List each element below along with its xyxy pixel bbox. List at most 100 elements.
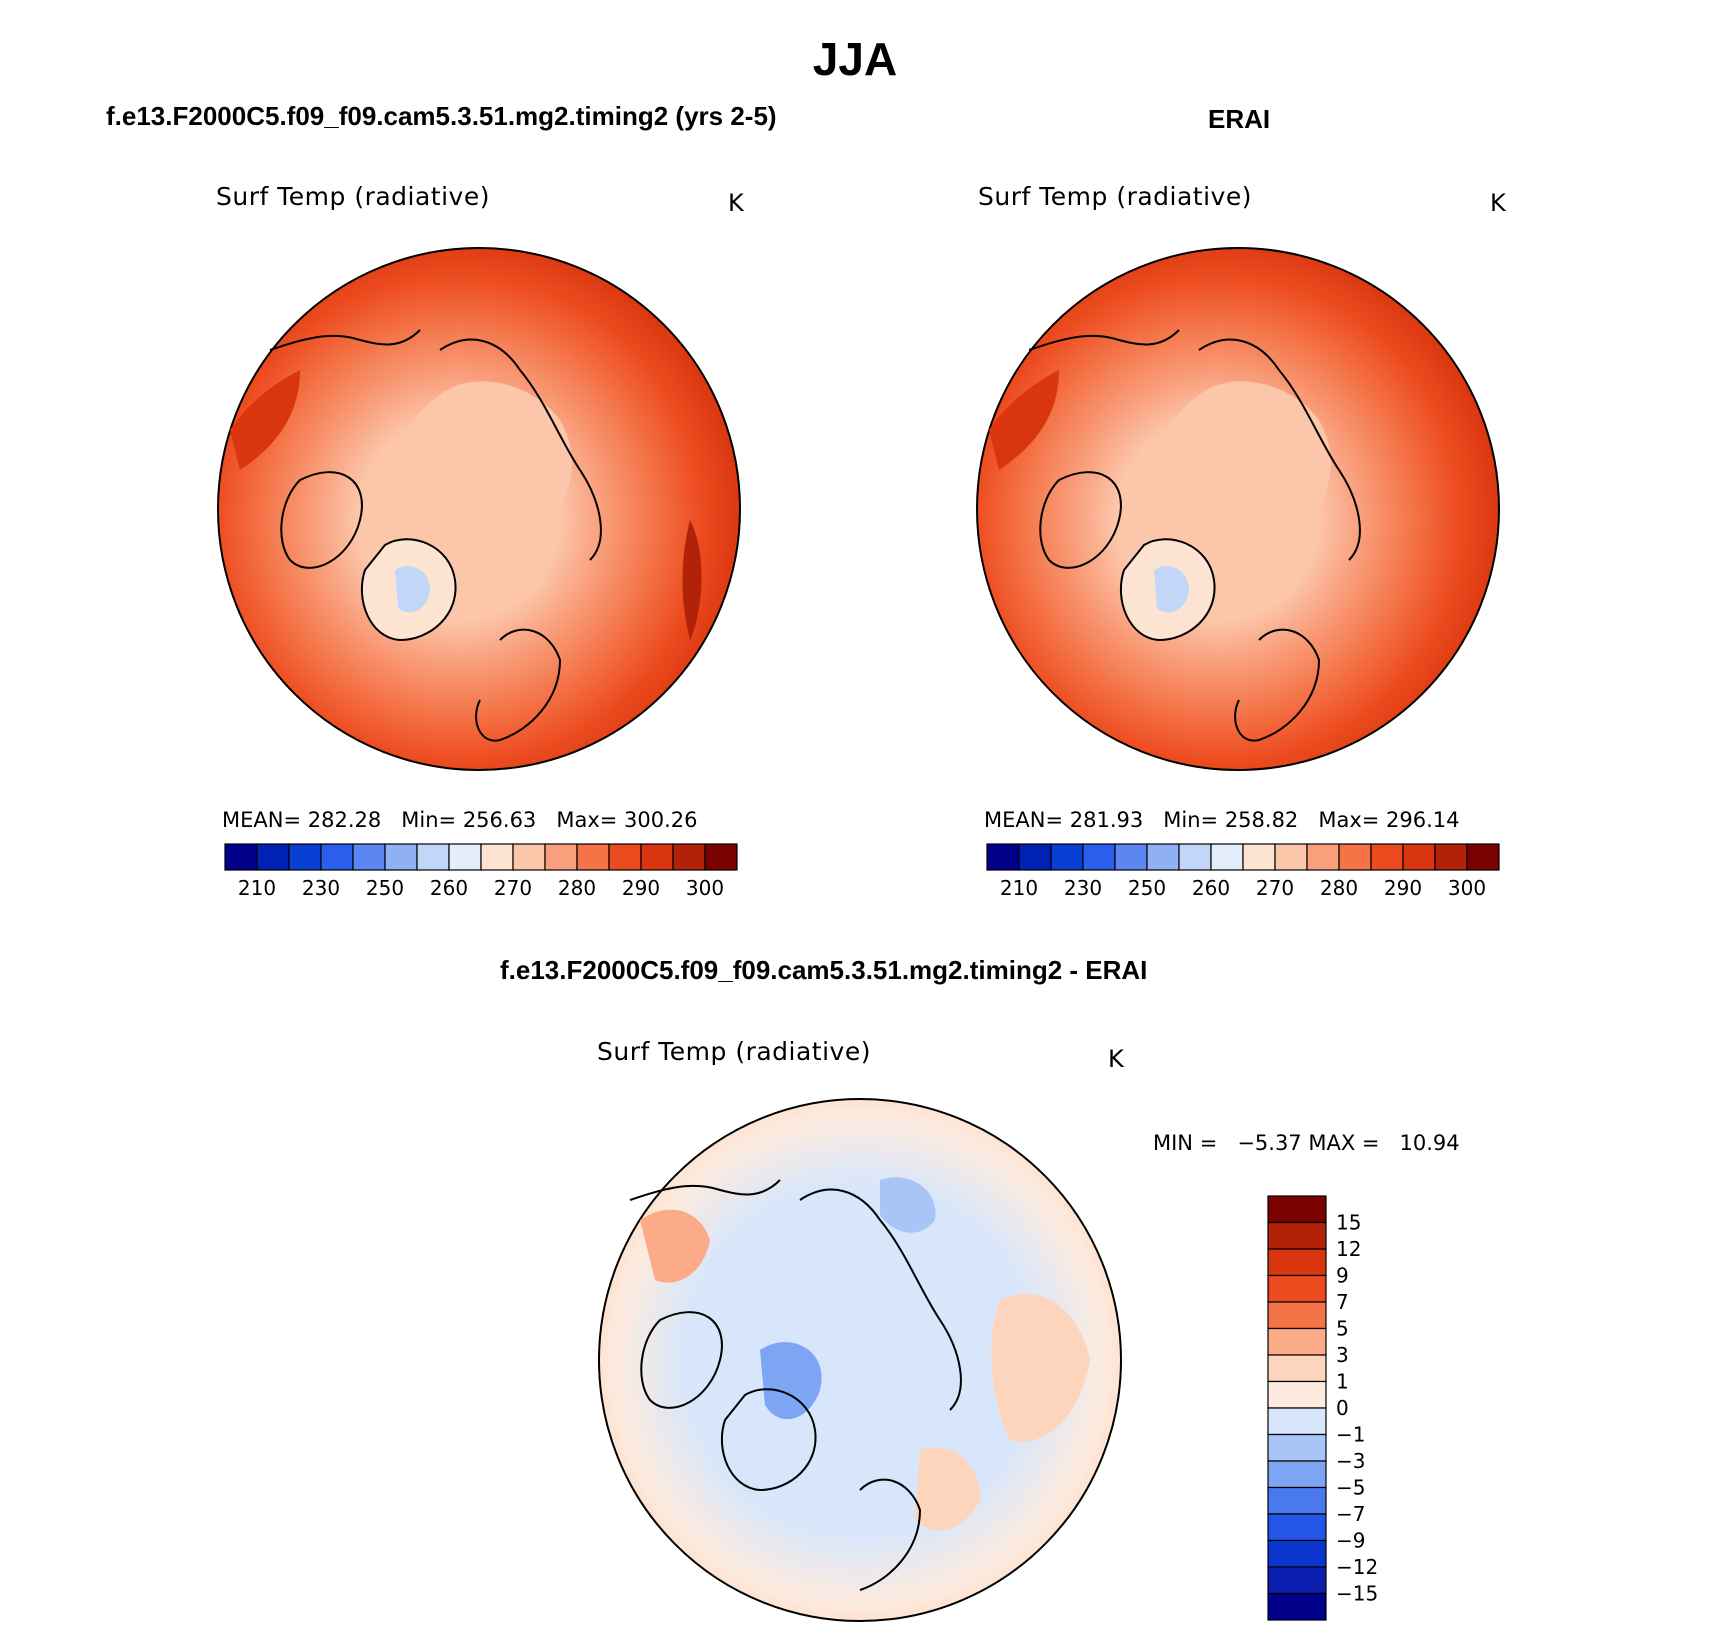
panel-1-colorbar-tick-label: 290 bbox=[622, 876, 660, 900]
panel-2-min-value: 258.82 bbox=[1224, 808, 1299, 832]
panel-2-max-value: 296.14 bbox=[1386, 808, 1460, 832]
panel-1-colorbar-box bbox=[288, 843, 322, 871]
panel-3-colorbar-box bbox=[1267, 1354, 1327, 1383]
panel-2-colorbar-tick-label: 210 bbox=[1000, 876, 1038, 900]
panel-2-colorbar-box bbox=[1178, 843, 1212, 871]
panel-2-colorbar-box bbox=[1402, 843, 1436, 871]
panel-3-colorbar-box bbox=[1267, 1380, 1327, 1409]
panel-3-colorbar-tick-label: 15 bbox=[1336, 1211, 1361, 1235]
panel-2-colorbar: 210 230 250 260 270 280 290 300 bbox=[986, 843, 1500, 900]
panel-1-title: f.e13.F2000C5.f09_f09.cam5.3.51.mg2.timi… bbox=[106, 101, 777, 131]
panel-1-mean-value: 282.28 bbox=[307, 808, 382, 832]
panel-3-colorbar-box bbox=[1267, 1513, 1327, 1542]
panel-3-units: K bbox=[1108, 1045, 1124, 1073]
panel-3-colorbar-tick-label: 3 bbox=[1336, 1343, 1349, 1367]
panel-1-colorbar-box bbox=[352, 843, 386, 871]
panel-1-colorbar-box bbox=[544, 843, 578, 871]
panel-2-colorbar-tick-label: 270 bbox=[1256, 876, 1294, 900]
panel-1-colorbar-box bbox=[704, 843, 738, 871]
panel-2-colorbar-box bbox=[1050, 843, 1084, 871]
panel-3-colorbar-tick-label: −9 bbox=[1336, 1529, 1365, 1553]
panel-2-colorbar-tick-label: 290 bbox=[1384, 876, 1422, 900]
panel-1-colorbar-box bbox=[416, 843, 450, 871]
panel-1-colorbar-box bbox=[512, 843, 546, 871]
panel-2-colorbar-box bbox=[986, 843, 1020, 871]
panel-1-colorbar-tick-label: 230 bbox=[302, 876, 340, 900]
panel-1-colorbar-box bbox=[608, 843, 642, 871]
panel-1-colorbar-box bbox=[576, 843, 610, 871]
panel-1-colorbar: 210 230 250 260 270 280 290 300 bbox=[224, 843, 738, 900]
panel-1-colorbar-box bbox=[640, 843, 674, 871]
panel-2-colorbar-box bbox=[1210, 843, 1244, 871]
panel-1-colorbar-box bbox=[672, 843, 706, 871]
panel-3-colorbar-box bbox=[1267, 1486, 1327, 1515]
panel-2-min-label: Min= bbox=[1163, 808, 1219, 832]
panel-1-max-value: 300.26 bbox=[624, 808, 698, 832]
panel-1-stats: MEAN= 282.28 Min= 256.63 Max= 300.26 bbox=[222, 808, 698, 832]
panel-1-colorbar-tick-label: 250 bbox=[366, 876, 404, 900]
panel-3-title: f.e13.F2000C5.f09_f09.cam5.3.51.mg2.timi… bbox=[500, 955, 1148, 985]
panel-2-colorbar-tick-label: 230 bbox=[1064, 876, 1102, 900]
panel-2-colorbar-box bbox=[1370, 843, 1404, 871]
panel-2-colorbar-tick-label: 280 bbox=[1320, 876, 1358, 900]
panel-2-colorbar-box bbox=[1146, 843, 1180, 871]
panel-2-colorbar-box bbox=[1466, 843, 1500, 871]
panel-2-colorbar-tick-label: 250 bbox=[1128, 876, 1166, 900]
panel-1-colorbar-tick-label: 260 bbox=[430, 876, 468, 900]
panel-3-field-label: Surf Temp (radiative) bbox=[597, 1037, 871, 1066]
panel-1-colorbar-box bbox=[448, 843, 482, 871]
panel-1-colorbar-box bbox=[384, 843, 418, 871]
panel-3-colorbar-box bbox=[1267, 1221, 1327, 1250]
panel-2-colorbar-box bbox=[1434, 843, 1468, 871]
panel-2-colorbar-box bbox=[1274, 843, 1308, 871]
figure-title: JJA bbox=[812, 33, 898, 85]
panel-1-colorbar-tick-label: 280 bbox=[558, 876, 596, 900]
panel-1-field-label: Surf Temp (radiative) bbox=[216, 182, 490, 211]
panel-3-colorbar-box bbox=[1267, 1566, 1327, 1595]
panel-2-colorbar-box bbox=[1338, 843, 1372, 871]
panel-3-colorbar-tick-label: 1 bbox=[1336, 1370, 1349, 1394]
panel-1-colorbar-tick-label: 270 bbox=[494, 876, 532, 900]
panel-1-colorbar-box bbox=[256, 843, 290, 871]
panel-2-mean-label: MEAN= bbox=[984, 808, 1064, 832]
panel-3-colorbar-box bbox=[1267, 1301, 1327, 1330]
panel-2-mean-value: 281.93 bbox=[1069, 808, 1144, 832]
panel-3-colorbar-box bbox=[1267, 1592, 1327, 1621]
panel-1-mean-label: MEAN= bbox=[222, 808, 302, 832]
panel-3-colorbar-tick-label: −3 bbox=[1336, 1449, 1365, 1473]
panel-3-colorbar-tick-label: −7 bbox=[1336, 1502, 1365, 1526]
panel-1-colorbar-tick-label: 210 bbox=[238, 876, 276, 900]
panel-3-colorbar-tick-label: 12 bbox=[1336, 1237, 1361, 1261]
panel-2-colorbar-box bbox=[1242, 843, 1276, 871]
panel-3-colorbar-tick-label: 0 bbox=[1336, 1396, 1349, 1420]
panel-3-colorbar-tick-label: 9 bbox=[1336, 1264, 1349, 1288]
panel-2-map bbox=[976, 247, 1500, 771]
panel-2-stats: MEAN= 281.93 Min= 258.82 Max= 296.14 bbox=[984, 808, 1460, 832]
panel-3-colorbar-tick-label: −12 bbox=[1336, 1555, 1378, 1579]
panel-3-map bbox=[598, 1098, 1122, 1622]
panel-3-colorbar-box bbox=[1267, 1460, 1327, 1489]
panel-3-colorbar-box bbox=[1267, 1539, 1327, 1568]
panel-1-map bbox=[217, 247, 741, 771]
panel-2-colorbar-tick-label: 300 bbox=[1448, 876, 1486, 900]
panel-3-colorbar-box bbox=[1267, 1274, 1327, 1303]
panel-1-max-label: Max= bbox=[556, 808, 618, 832]
panel-2-field-label: Surf Temp (radiative) bbox=[978, 182, 1252, 211]
panel-3-colorbar-tick-label: −15 bbox=[1336, 1582, 1378, 1606]
panel-3-colorbar-tick-label: 7 bbox=[1336, 1290, 1349, 1314]
panel-2-max-label: Max= bbox=[1318, 808, 1380, 832]
panel-2-colorbar-box bbox=[1082, 843, 1116, 871]
panel-1-colorbar-box bbox=[480, 843, 514, 871]
panel-1-min-label: Min= bbox=[401, 808, 457, 832]
panel-3-colorbar-tick-label: 5 bbox=[1336, 1317, 1349, 1341]
panel-2-colorbar-tick-label: 260 bbox=[1192, 876, 1230, 900]
panel-3-colorbar-box bbox=[1267, 1407, 1327, 1436]
panel-3-stats: MIN = −5.37 MAX = 10.94 bbox=[1153, 1131, 1460, 1155]
panel-1-min-value: 256.63 bbox=[462, 808, 537, 832]
panel-3-colorbar-box bbox=[1267, 1248, 1327, 1277]
panel-1-units: K bbox=[728, 189, 744, 217]
panel-3-colorbar-box bbox=[1267, 1327, 1327, 1356]
panel-2-title: ERAI bbox=[1208, 104, 1271, 134]
